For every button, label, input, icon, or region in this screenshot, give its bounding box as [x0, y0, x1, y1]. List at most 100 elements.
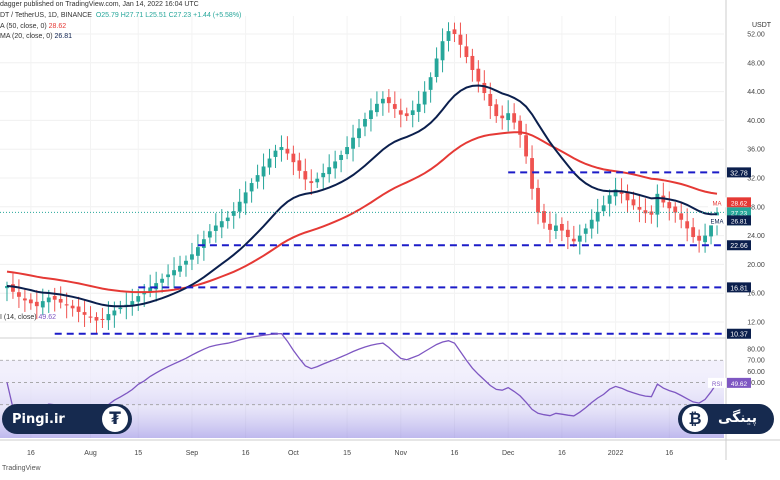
rsi-value-label: 49.62 — [731, 381, 748, 388]
candle-body — [548, 223, 552, 230]
candle-body — [237, 201, 242, 212]
y-tick-label: 32.00 — [747, 176, 765, 183]
candle-body — [410, 110, 415, 116]
candle-body — [524, 135, 528, 157]
candle-body — [267, 158, 272, 168]
candle-body — [488, 93, 493, 106]
candle-body — [643, 210, 648, 214]
candle-body — [327, 167, 332, 175]
candle-body — [285, 148, 290, 154]
candle-body — [213, 225, 218, 231]
candle-body — [482, 82, 487, 94]
candle-body — [398, 110, 403, 115]
candle-body — [589, 219, 594, 229]
candle-body — [625, 192, 630, 201]
candle-body — [76, 306, 81, 312]
price-label: 28.62 — [731, 200, 748, 207]
currency-label: USDT — [752, 22, 772, 29]
candle-body — [70, 305, 75, 309]
candle-body — [201, 239, 206, 248]
rsi-tick-label: 60.00 — [747, 369, 765, 376]
candle-body — [34, 301, 39, 307]
candle-body — [691, 227, 696, 238]
candle-body — [58, 298, 63, 303]
pingi-brand-badge[interactable]: Pingi.ir ₮ — [2, 404, 132, 434]
candle-body — [184, 260, 188, 265]
candle-body — [380, 98, 385, 104]
candle-body — [434, 58, 439, 77]
price-label: 27.23 — [731, 210, 748, 217]
y-tick-label: 20.00 — [747, 262, 765, 269]
candle-body — [82, 312, 87, 315]
level-label: 16.81 — [730, 285, 748, 292]
indicator-tag: EMA — [710, 219, 723, 225]
candle-body — [106, 314, 111, 321]
pingi-persian-badge[interactable]: ₿ پینگی — [678, 404, 774, 434]
x-tick-label: 16 — [665, 450, 673, 457]
candle-body — [709, 224, 713, 237]
tradingview-credit: TradingView — [2, 465, 41, 472]
candle-body — [559, 223, 564, 231]
candle-body — [386, 97, 391, 104]
candle-body — [565, 229, 570, 238]
candle-body — [613, 189, 618, 197]
x-tick-label: Dec — [502, 450, 515, 457]
rsi-tag: RSI — [712, 382, 722, 388]
candle-body — [130, 301, 135, 307]
candle-body — [243, 192, 248, 204]
candle-body — [196, 247, 200, 256]
rsi-tag-bg — [708, 377, 726, 388]
x-tick-label: Oct — [288, 450, 299, 457]
candle-body — [369, 110, 373, 120]
candle-body — [416, 103, 421, 112]
candle-body — [178, 265, 182, 272]
candle-body — [279, 147, 284, 151]
chart-header-line1: dagger published on TradingView.com, Jan… — [0, 1, 199, 8]
candle-body — [667, 202, 672, 209]
candle-body — [261, 166, 266, 177]
candle-body — [22, 298, 27, 301]
x-tick-label: 15 — [343, 450, 351, 457]
candle-body — [679, 213, 684, 220]
candle-body — [375, 103, 379, 113]
candle-body — [464, 46, 469, 58]
candle-body — [166, 274, 170, 278]
x-tick-label: 16 — [242, 450, 250, 457]
level-label-bg — [727, 328, 751, 339]
level-label: 10.37 — [730, 332, 748, 339]
candle-body — [321, 172, 326, 178]
price-label-bg — [727, 207, 751, 218]
ma50-legend: A (50, close, 0) 28.62 — [0, 23, 67, 30]
candle-body — [554, 225, 558, 231]
candle-body — [363, 118, 367, 127]
chart-footer: TradingView — [0, 462, 780, 480]
candle-body — [64, 304, 69, 306]
candle-body — [542, 211, 546, 223]
rsi-tick-label: 80.00 — [747, 347, 765, 354]
rsi-line — [6, 332, 718, 417]
candle-body — [11, 284, 15, 292]
candle-body — [697, 235, 702, 241]
candle-body — [422, 91, 427, 105]
candle-body — [428, 77, 433, 90]
candle-body — [685, 221, 690, 229]
rsi-value-bg — [727, 377, 751, 388]
ema20-line — [6, 84, 718, 308]
level-label-bg — [727, 240, 751, 251]
candle-body — [154, 283, 159, 290]
candle-body — [506, 113, 511, 121]
rsi-tick-label: 50.00 — [747, 380, 765, 387]
price-label-bg — [727, 215, 751, 226]
y-tick-label: 52.00 — [747, 32, 765, 39]
candle-body — [458, 34, 463, 45]
rsi-tick-label: 70.00 — [747, 358, 765, 365]
price-label: 26.81 — [731, 218, 748, 225]
candle-body — [601, 205, 606, 212]
candle-body — [46, 297, 51, 303]
candle-body — [351, 137, 355, 149]
candle-body — [297, 160, 302, 171]
candle-body — [577, 235, 582, 242]
candle-body — [446, 31, 451, 41]
candle-body — [595, 211, 600, 222]
price-label-bg — [727, 197, 751, 208]
